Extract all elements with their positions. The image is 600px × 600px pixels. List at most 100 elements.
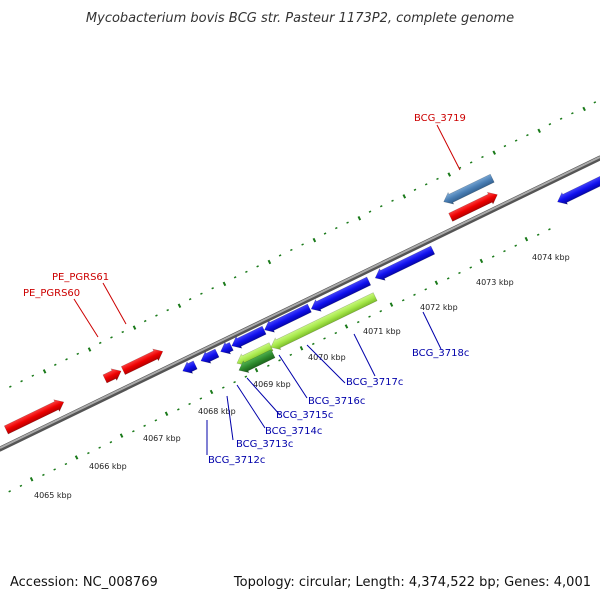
minor-tick: [593, 101, 597, 104]
minor-tick: [301, 243, 304, 246]
minor-tick: [323, 337, 326, 340]
minor-tick: [334, 331, 338, 335]
gene-label-leaders: [73, 124, 461, 455]
gene-label-bcg-3715c: BCG_3715c: [276, 410, 333, 421]
minor-tick: [368, 315, 371, 318]
minor-tick: [503, 249, 506, 253]
major-tick: [312, 237, 317, 243]
minor-tick: [266, 364, 270, 367]
minor-tick: [143, 319, 147, 323]
gene-blue-bcg-3715c: [231, 325, 267, 349]
minor-tick: [503, 144, 507, 148]
minor-tick: [323, 232, 327, 235]
minor-tick: [31, 374, 35, 377]
gene-label-bcg-3717c: BCG_3717c: [346, 377, 403, 388]
minor-tick: [64, 462, 68, 466]
minor-tick: [548, 228, 551, 231]
minor-tick: [76, 352, 80, 356]
minor-tick: [401, 299, 405, 302]
gene-label-bcg-3714c: BCG_3714c: [265, 426, 322, 437]
minor-tick: [278, 359, 281, 362]
minor-tick: [65, 358, 68, 361]
minor-tick: [491, 255, 495, 258]
major-tick: [357, 216, 362, 221]
minor-tick: [334, 226, 338, 230]
minor-tick: [571, 112, 574, 115]
minor-tick: [559, 117, 563, 120]
minor-tick: [424, 183, 428, 186]
major-tick: [177, 303, 182, 309]
gene-red-bcg-3719: [448, 191, 498, 222]
gene-red-1: [3, 399, 65, 435]
minor-tick: [469, 266, 473, 269]
minor-tick: [143, 424, 146, 427]
major-tick: [164, 411, 169, 417]
minor-tick: [121, 330, 125, 334]
gene-label-pe-pgrs60: PE_PGRS60: [23, 288, 80, 299]
scale-label-4067: 4067 kbp: [143, 434, 181, 443]
minor-tick: [536, 233, 540, 236]
major-tick: [132, 325, 137, 330]
gene-blue-bcg-3714c: [220, 341, 234, 355]
scale-label-4074: 4074 kbp: [532, 253, 570, 262]
gene-label-bcg-3719: BCG_3719: [414, 113, 466, 124]
gene-blue-bcg-3713c: [200, 348, 220, 364]
accession-text: Accession: NC_008769: [10, 575, 158, 590]
major-tick: [582, 106, 586, 112]
minor-tick: [379, 205, 383, 208]
minor-tick: [166, 308, 170, 312]
major-tick: [402, 194, 407, 199]
minor-tick: [289, 353, 293, 357]
scale-label-4068: 4068 kbp: [198, 407, 236, 416]
gene-labels: PE_PGRS60 PE_PGRS61 BCG_3719 BCG_3712c B…: [23, 113, 469, 466]
outer-tick-track: [9, 101, 597, 388]
minor-tick: [256, 265, 259, 268]
genome-summary-text: Topology: circular; Length: 4,374,522 bp…: [233, 575, 591, 590]
major-tick: [344, 324, 349, 329]
minor-tick: [8, 490, 11, 493]
minor-tick: [98, 341, 102, 345]
minor-tick: [368, 210, 372, 213]
scale-label-4071: 4071 kbp: [363, 327, 401, 336]
gene-label-pe-pgrs61: PE_PGRS61: [52, 272, 109, 283]
inner-tick-track: [8, 228, 551, 493]
major-tick: [222, 281, 227, 287]
gene-label-bcg-3713c: BCG_3713c: [236, 439, 293, 450]
minor-tick: [356, 320, 360, 324]
minor-tick: [53, 468, 56, 471]
minor-tick: [155, 314, 158, 317]
minor-tick: [177, 408, 180, 411]
minor-tick: [188, 298, 192, 301]
major-tick: [389, 302, 394, 307]
scale-label-4065: 4065 kbp: [34, 491, 72, 500]
minor-tick: [424, 288, 428, 291]
map-title: Mycobacterium bovis BCG str. Pasteur 117…: [86, 11, 514, 26]
minor-tick: [436, 177, 439, 181]
minor-tick: [413, 293, 416, 296]
major-tick: [492, 150, 496, 155]
minor-tick: [132, 430, 135, 433]
minor-tick: [469, 161, 473, 164]
minor-tick: [53, 363, 57, 366]
gene-blue-bcg-3716c: [264, 303, 312, 333]
minor-tick: [311, 342, 315, 346]
scale-label-4072: 4072 kbp: [420, 303, 458, 312]
major-tick: [119, 433, 124, 438]
minor-tick: [233, 380, 236, 384]
minor-tick: [200, 292, 203, 295]
gene-darkgreen-1: [238, 349, 276, 374]
gene-blue-bcg-3718c: [374, 245, 436, 281]
minor-tick: [211, 287, 214, 290]
minor-tick: [346, 221, 349, 224]
minor-tick: [188, 402, 191, 406]
minor-tick: [9, 385, 12, 388]
minor-tick: [290, 248, 293, 252]
minor-tick: [98, 446, 101, 449]
minor-tick: [199, 397, 203, 400]
major-tick: [299, 346, 304, 351]
gene-green-2: [270, 292, 378, 351]
major-tick: [254, 367, 259, 373]
minor-tick: [514, 244, 518, 247]
gene-blue-bcg-3712c: [182, 360, 198, 374]
